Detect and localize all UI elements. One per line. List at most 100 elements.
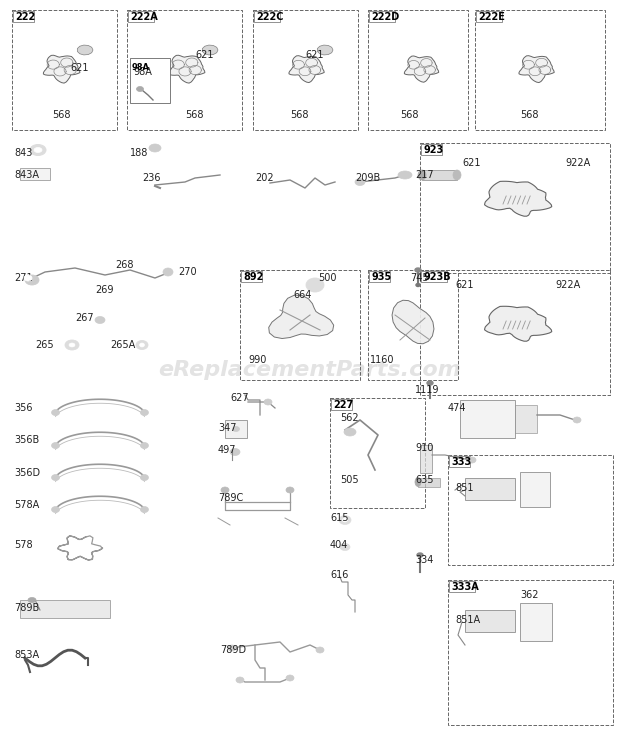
Ellipse shape xyxy=(417,553,423,557)
Text: 347: 347 xyxy=(218,423,236,433)
Ellipse shape xyxy=(453,170,461,180)
Text: 333: 333 xyxy=(451,457,471,467)
Polygon shape xyxy=(485,181,552,216)
Text: 217: 217 xyxy=(415,170,433,180)
Polygon shape xyxy=(404,56,439,82)
Bar xyxy=(421,144,441,155)
Bar xyxy=(420,445,432,473)
Polygon shape xyxy=(519,56,554,83)
Text: 568: 568 xyxy=(400,110,419,120)
Ellipse shape xyxy=(228,645,236,651)
Text: 1160: 1160 xyxy=(370,355,394,365)
Polygon shape xyxy=(317,45,333,55)
Bar xyxy=(475,10,605,130)
Text: 621: 621 xyxy=(455,280,474,290)
Ellipse shape xyxy=(221,487,229,493)
Text: 222E: 222E xyxy=(478,12,505,22)
Text: 188: 188 xyxy=(130,148,148,158)
Bar xyxy=(331,399,352,410)
Bar xyxy=(253,10,358,130)
Text: 621: 621 xyxy=(195,50,213,60)
Bar xyxy=(520,603,552,641)
Bar xyxy=(369,11,395,22)
Text: 922A: 922A xyxy=(565,158,590,168)
Text: 334: 334 xyxy=(415,555,433,565)
Text: 789D: 789D xyxy=(220,645,246,655)
Text: 789C: 789C xyxy=(218,493,243,503)
Text: 268: 268 xyxy=(115,260,133,270)
Ellipse shape xyxy=(286,675,294,681)
Text: 627: 627 xyxy=(230,393,249,403)
Ellipse shape xyxy=(418,170,426,180)
Bar xyxy=(465,478,515,500)
Text: 222D: 222D xyxy=(371,12,399,22)
Polygon shape xyxy=(169,56,205,83)
Text: 843: 843 xyxy=(14,148,32,158)
Text: 474: 474 xyxy=(448,403,466,413)
Text: 664: 664 xyxy=(293,290,311,300)
Ellipse shape xyxy=(69,343,75,347)
Text: 935: 935 xyxy=(371,272,391,282)
Text: 843A: 843A xyxy=(14,170,39,180)
Text: 222C: 222C xyxy=(256,12,283,22)
Ellipse shape xyxy=(149,144,161,152)
Ellipse shape xyxy=(51,409,60,416)
Text: 222: 222 xyxy=(15,12,35,22)
Ellipse shape xyxy=(306,278,324,292)
Text: 923: 923 xyxy=(423,145,443,155)
Text: 222A: 222A xyxy=(130,12,157,22)
Polygon shape xyxy=(485,306,552,341)
Text: 578: 578 xyxy=(14,540,33,550)
Text: 621: 621 xyxy=(70,63,89,73)
Text: 227: 227 xyxy=(333,400,353,410)
Ellipse shape xyxy=(141,507,148,513)
Bar xyxy=(476,11,502,22)
Ellipse shape xyxy=(344,428,356,436)
Text: 923B: 923B xyxy=(423,272,451,282)
Text: 851: 851 xyxy=(455,483,474,493)
Text: 568: 568 xyxy=(185,110,203,120)
Text: 851A: 851A xyxy=(455,615,480,625)
Text: 922A: 922A xyxy=(555,280,580,290)
Text: 271: 271 xyxy=(14,273,33,283)
Bar xyxy=(448,455,613,565)
Ellipse shape xyxy=(339,516,351,525)
Bar xyxy=(254,11,280,22)
Polygon shape xyxy=(78,45,93,55)
Ellipse shape xyxy=(573,417,581,423)
Text: 404: 404 xyxy=(330,540,348,550)
Text: 505: 505 xyxy=(340,475,358,485)
Polygon shape xyxy=(289,56,324,83)
Text: 362: 362 xyxy=(520,590,539,600)
Ellipse shape xyxy=(30,144,46,155)
Bar xyxy=(20,600,110,618)
Text: 789B: 789B xyxy=(14,603,39,613)
Text: 269: 269 xyxy=(95,285,113,295)
Bar xyxy=(369,271,389,282)
Text: 356D: 356D xyxy=(14,468,40,478)
Text: 98A: 98A xyxy=(132,63,150,72)
Ellipse shape xyxy=(342,518,347,522)
Ellipse shape xyxy=(286,487,294,493)
Bar xyxy=(418,478,440,487)
Ellipse shape xyxy=(28,597,36,602)
Text: 568: 568 xyxy=(520,110,539,120)
Ellipse shape xyxy=(95,317,105,323)
Bar xyxy=(20,168,50,180)
Polygon shape xyxy=(202,45,218,55)
Ellipse shape xyxy=(51,474,60,480)
Bar xyxy=(241,271,262,282)
Text: 265: 265 xyxy=(35,340,53,350)
Bar xyxy=(127,10,242,130)
Text: 497: 497 xyxy=(218,445,236,455)
Ellipse shape xyxy=(427,381,433,385)
Text: 578A: 578A xyxy=(14,500,39,510)
Bar xyxy=(449,456,469,467)
Text: 356: 356 xyxy=(14,403,32,413)
Bar xyxy=(420,270,610,395)
Polygon shape xyxy=(392,300,434,344)
Bar xyxy=(520,472,550,507)
Text: 1119: 1119 xyxy=(415,385,440,395)
Ellipse shape xyxy=(316,647,324,653)
Bar xyxy=(128,11,154,22)
